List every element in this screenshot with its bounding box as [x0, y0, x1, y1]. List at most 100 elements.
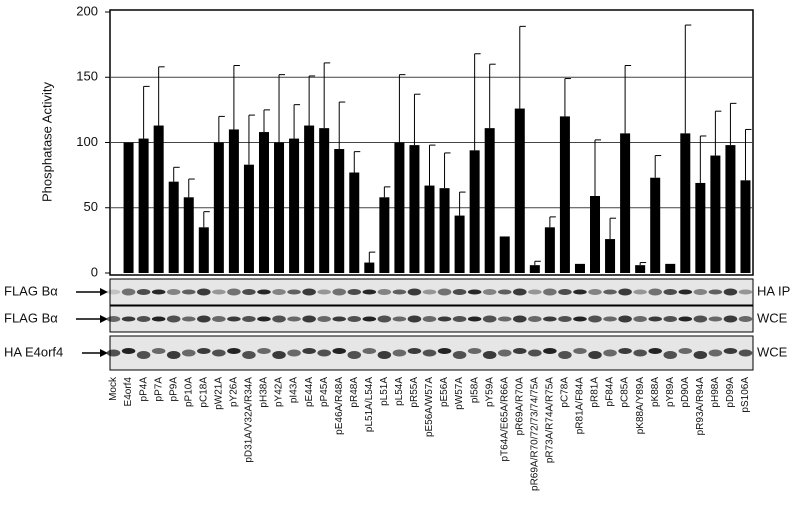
blot-band [317, 349, 331, 357]
blot-band [332, 348, 346, 354]
y-axis-label: Phosphatase Activity [39, 82, 54, 202]
x-tick-label: pR48A [349, 377, 360, 408]
blot-band [317, 316, 331, 322]
blot-band [558, 351, 572, 359]
blot-band [678, 289, 693, 295]
x-tick-label: pR69A/R70A [514, 377, 525, 436]
blot-band [166, 289, 181, 295]
blot-band [452, 289, 467, 295]
blot-band [392, 316, 407, 322]
bar [590, 196, 601, 273]
blot-right-label: WCE [757, 310, 788, 325]
blot-band [422, 349, 437, 357]
blot-band [272, 289, 286, 295]
blot-right-label: WCE [757, 344, 788, 359]
blot-band [693, 315, 708, 323]
x-tick-label: pP10A [183, 377, 194, 407]
blot-band [272, 315, 286, 323]
y-tick-label: 0 [91, 264, 98, 279]
x-tick-label: pE56A/W57A [424, 377, 435, 437]
blot-band [693, 351, 708, 359]
blot-band [362, 316, 377, 322]
blot-band [392, 349, 407, 357]
blot-band [407, 315, 422, 323]
bar [620, 133, 631, 273]
blot-band [633, 289, 647, 295]
blot-band [693, 289, 708, 295]
bar [605, 239, 616, 273]
blot-band [497, 289, 512, 295]
bar [289, 138, 300, 273]
blot-band [452, 351, 467, 359]
blot-band [588, 351, 602, 359]
blot-band [513, 348, 527, 354]
blot-band [166, 315, 181, 323]
blot-band [723, 348, 738, 354]
x-tick-label: pE56A [439, 377, 450, 407]
x-tick-label: pS106A [740, 377, 751, 413]
blot-band [347, 351, 362, 359]
blot-band [422, 289, 437, 295]
x-tick-label: pR69A/R70/72/73/74/75A [529, 377, 540, 491]
blot-band [467, 348, 482, 354]
blot-band [603, 289, 617, 295]
x-tick-label: pL51A/L54A [364, 377, 375, 432]
blot-band [347, 316, 362, 322]
blot-band [151, 316, 166, 322]
blot-band [197, 288, 211, 296]
blot-band [482, 351, 497, 359]
x-tick-label: pE44A [304, 377, 315, 407]
blot-band [227, 348, 241, 354]
x-tick-label: pC18A [198, 377, 209, 408]
blot-band [257, 316, 271, 322]
x-tick-label: pC85A [620, 377, 631, 408]
x-tick-label: Mock [108, 376, 119, 401]
blot-arrowhead [100, 315, 108, 323]
blot-band [738, 289, 753, 295]
bar [258, 132, 269, 273]
blot-band [497, 316, 512, 322]
blot-band [242, 351, 256, 359]
blot-band [663, 351, 678, 359]
x-tick-label: pY89A [665, 377, 676, 407]
blot-band [151, 289, 166, 295]
blot-band [136, 289, 151, 295]
x-tick-label: pI58A [469, 377, 480, 403]
blot-band [588, 289, 602, 295]
blot-band [678, 348, 693, 354]
blot-band [287, 289, 301, 295]
x-tick-label: pF84A [605, 377, 616, 407]
blot-band [482, 289, 497, 295]
blot-left-label: FLAG Bα [4, 310, 58, 325]
blot-band [272, 351, 286, 359]
blot-band [573, 348, 587, 354]
bar [529, 265, 540, 273]
blot-band [422, 316, 437, 322]
blot-band [347, 289, 362, 295]
y-tick-label: 200 [76, 3, 98, 18]
blot-band [257, 348, 271, 354]
blot-band [633, 316, 647, 322]
blot-band [497, 349, 512, 357]
blot-band [543, 348, 557, 354]
bar [454, 215, 465, 273]
blot-left-label: HA E4orf4 [4, 344, 63, 359]
blot-band [407, 348, 422, 354]
blot-band [181, 349, 196, 357]
bar [469, 150, 480, 273]
blot-band [648, 288, 662, 296]
blot-band [543, 288, 557, 296]
bar [665, 263, 676, 273]
bar [319, 128, 330, 273]
blot-band [663, 316, 678, 322]
blot-band [377, 315, 392, 323]
bar [123, 142, 134, 273]
bar [710, 155, 721, 273]
blot-band [106, 289, 121, 295]
blot-left-label: FLAG Bα [4, 283, 58, 298]
blot-band [332, 316, 346, 322]
x-tick-label: pL54A [394, 377, 405, 406]
x-tick-label: pR73A/R74A/R75A [545, 377, 556, 463]
blot-band [678, 316, 693, 322]
x-tick-label: pK88A [650, 377, 661, 407]
